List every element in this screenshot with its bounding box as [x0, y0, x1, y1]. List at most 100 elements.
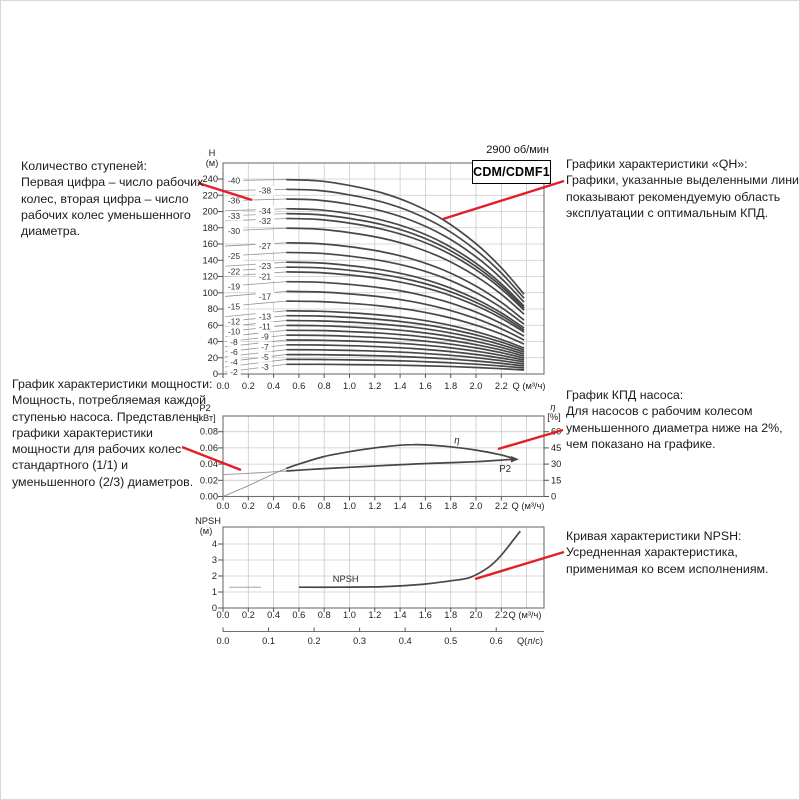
curve-end-arrow	[510, 456, 519, 463]
svg-text:0.6: 0.6	[292, 610, 305, 620]
svg-text:0.5: 0.5	[444, 636, 457, 646]
svg-text:0: 0	[213, 369, 218, 379]
svg-text:1: 1	[212, 587, 217, 597]
stage-label: -2	[230, 367, 238, 377]
annotation-connectors	[181, 179, 565, 581]
stage-label: -12	[228, 317, 241, 327]
stage-label: -15	[228, 302, 241, 312]
stage-label: -19	[228, 281, 241, 291]
svg-text:0.4: 0.4	[267, 610, 280, 620]
svg-text:0.2: 0.2	[242, 501, 255, 511]
x-tick-labels: 0.0 0.2 0.4 0.6 0.8 1.0 1.2 1.4 1.6 1.8 2.0 2.2	[217, 610, 508, 620]
svg-text:220: 220	[202, 190, 218, 200]
svg-text:0: 0	[212, 603, 217, 613]
svg-text:0.4: 0.4	[399, 636, 412, 646]
svg-text:0.2: 0.2	[242, 610, 255, 620]
stage-curve	[286, 266, 525, 331]
svg-text:0.6: 0.6	[292, 501, 305, 511]
axis-ticks	[218, 543, 502, 612]
annotation-npsh: Кривая характеристики NPSH: Усредненная х…	[566, 529, 769, 576]
svg-text:0.1: 0.1	[262, 636, 275, 646]
P2-curve-thin	[222, 470, 287, 476]
stage-curve	[286, 300, 525, 345]
stage-curve	[286, 227, 525, 315]
stage-label-bg	[224, 316, 244, 327]
svg-text:0.4: 0.4	[267, 501, 280, 511]
svg-text:1.2: 1.2	[368, 610, 381, 620]
stage-label: -10	[228, 327, 241, 337]
svg-text:2: 2	[212, 571, 217, 581]
svg-text:0.3: 0.3	[353, 636, 366, 646]
stage-label-bg	[227, 367, 241, 377]
svg-text:140: 140	[202, 255, 218, 265]
svg-text:0.2: 0.2	[308, 636, 321, 646]
stage-curve	[286, 334, 525, 359]
stage-label-bg	[224, 301, 244, 312]
stage-label: -13	[259, 312, 272, 322]
svg-text:0.6: 0.6	[490, 636, 503, 646]
eta-curve-label: η	[454, 436, 459, 447]
svg-text:1.4: 1.4	[394, 610, 407, 620]
annotation-connector-line	[197, 181, 253, 202]
gridlines	[223, 416, 544, 497]
stage-curve	[286, 363, 525, 371]
stage-label: -38	[259, 186, 272, 196]
svg-text:15: 15	[551, 475, 561, 485]
stage-label: -32	[259, 216, 272, 226]
stage-label-bg	[224, 195, 244, 206]
stage-leader	[224, 290, 287, 297]
svg-text:1.0: 1.0	[343, 610, 356, 620]
speed-label: 2900 об/мин	[486, 144, 549, 156]
stage-curve	[286, 241, 525, 321]
pump-model-box: CDM/CDMF1	[472, 160, 551, 184]
svg-text:2.2: 2.2	[495, 501, 508, 511]
svg-text:3: 3	[212, 555, 217, 565]
stage-label: -6	[230, 347, 238, 357]
svg-text:[кВт]: [кВт]	[196, 413, 215, 423]
stage-label: -25	[228, 251, 241, 261]
svg-text:0.6: 0.6	[292, 381, 305, 391]
stage-label: -27	[259, 241, 272, 251]
svg-text:2.0: 2.0	[470, 610, 483, 620]
stage-label-bg	[255, 216, 275, 226]
stage-curve	[286, 309, 525, 349]
svg-text:30: 30	[551, 459, 561, 469]
power-efficiency-chart: 0.0 0.2 0.4 0.6 0.8 1.0 1.2 1.4 1.6 1.8 2.0 2.2 0.00…	[196, 402, 561, 511]
stage-leader	[224, 208, 287, 212]
svg-text:0.0: 0.0	[217, 501, 230, 511]
stage-label-bg	[258, 352, 272, 362]
stage-label-bg	[255, 206, 275, 216]
stage-label: -36	[228, 196, 241, 206]
stage-curve	[286, 290, 525, 341]
svg-text:200: 200	[202, 207, 218, 217]
stage-leader	[224, 261, 287, 267]
npsh-chart: 0.0 0.2 0.4 0.6 0.8 1.0 1.2 1.4 1.6 1.8 2.0 2.2 0 1 2 3…	[195, 516, 545, 646]
qh-chart: 0.0 0.2 0.4 0.6 0.8 1.0 1.2 1.4 1.6 1.8 2.0 2.2 0 20 4…	[202, 148, 545, 391]
stage-label-bg	[227, 336, 241, 347]
stage-curve	[286, 188, 525, 299]
annotation-efficiency: График КПД насоса: Для насосов с рабочим …	[566, 388, 783, 451]
svg-text:80: 80	[208, 304, 218, 314]
svg-text:60: 60	[208, 320, 218, 330]
svg-text:1.6: 1.6	[419, 381, 432, 391]
stage-labels: -40 -38 -36 -34 -33 -32 -30 -27 -25 -23 -22 -21 -19 -…	[224, 176, 275, 377]
svg-text:0.02: 0.02	[200, 475, 218, 485]
stage-label-bg	[224, 226, 244, 236]
P2-curve-label: P2	[499, 464, 511, 475]
x-tick-labels: 0.0 0.2 0.4 0.6 0.8 1.0 1.2 1.4 1.6 1.8 2.0 2.2	[217, 381, 508, 391]
svg-text:2.2: 2.2	[495, 381, 508, 391]
stage-curve	[286, 339, 525, 361]
annotation-qh: Графики характеристики «QH»: Графики, ука…	[566, 157, 800, 220]
stage-label: -34	[259, 206, 272, 216]
stage-leader	[224, 242, 287, 247]
stage-curve	[286, 271, 525, 333]
svg-text:H: H	[209, 148, 216, 158]
annotation-connector-line	[497, 428, 564, 451]
stage-curve	[286, 343, 525, 363]
svg-text:0.0: 0.0	[217, 381, 230, 391]
stage-label-bg	[255, 311, 275, 322]
annotation-connector-line	[474, 550, 565, 581]
svg-text:120: 120	[202, 272, 218, 282]
